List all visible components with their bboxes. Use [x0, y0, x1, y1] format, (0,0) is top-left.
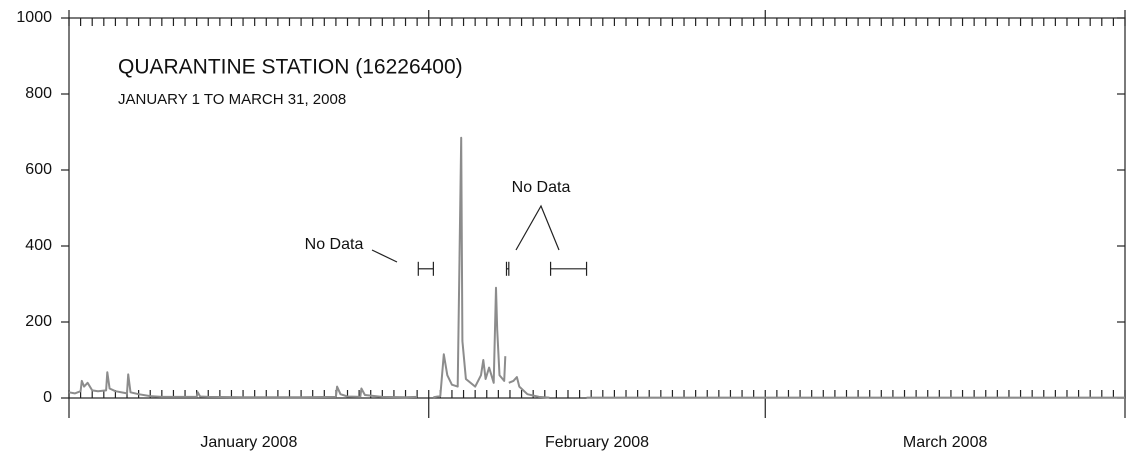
chart-title: QUARANTINE STATION (16226400) [118, 56, 463, 79]
no-data-range [549, 261, 588, 276]
leader-line [371, 249, 398, 263]
y-tick-label: 1000 [16, 9, 52, 26]
chart-subtitle: JANUARY 1 TO MARCH 31, 2008 [118, 91, 346, 108]
y-tick-label: 800 [25, 85, 52, 102]
annotation: No Data [512, 179, 571, 196]
y-tick-label: 400 [25, 237, 52, 254]
no-data-range [417, 261, 434, 276]
x-tick-label: January 2008 [200, 434, 297, 451]
data-line [68, 136, 1125, 399]
annotation: No Data [305, 236, 364, 253]
x-tick-label: March 2008 [903, 434, 988, 451]
y-tick-label: 600 [25, 161, 52, 178]
leader-line [515, 204, 560, 251]
no-data-range [505, 261, 510, 276]
y-tick-label: 0 [43, 389, 52, 406]
y-tick-label: 200 [25, 313, 52, 330]
x-tick-label: February 2008 [545, 434, 649, 451]
